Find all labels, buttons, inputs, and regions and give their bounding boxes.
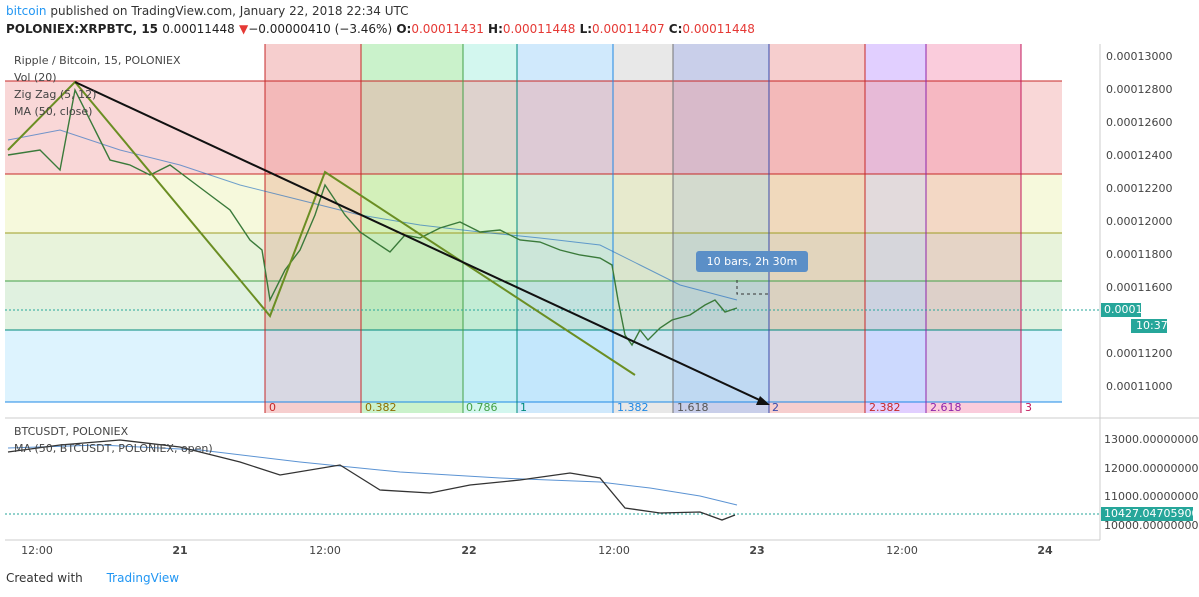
h: 0.00011448 [502, 22, 576, 36]
legend: Ripple / Bitcoin, 15, POLONIEX Vol (20) Z… [14, 54, 181, 118]
time-tick: 12:00 [21, 544, 53, 557]
author[interactable]: bitcoin [6, 4, 47, 18]
o: 0.00011431 [411, 22, 484, 36]
time-tick: 12:00 [598, 544, 630, 557]
ma-line [7, 129, 738, 301]
price-tick: 0.00012400 [1106, 149, 1172, 162]
chart: 10 bars, 2h 30m Ripple / Bitcoin, 15, PO… [5, 44, 1199, 557]
zigzag [7, 80, 636, 376]
arrow: ▼ [238, 22, 249, 36]
lower-price-tick: 10000.00000000 [1104, 519, 1198, 532]
lower-price-tick: 11000.00000000 [1104, 490, 1198, 503]
price-tick: 0.00011000 [1106, 380, 1172, 393]
fib-lines [264, 44, 1022, 413]
published: published on TradingView.com, January 22… [50, 4, 409, 18]
l-label: L: [579, 22, 593, 36]
price-tick: 0.00011200 [1106, 347, 1172, 360]
price-tick: 0.00013000 [1106, 50, 1172, 63]
measure-arrow [736, 280, 768, 295]
price-tick: 0.00012600 [1106, 116, 1172, 129]
fib-label: 0.786 [466, 401, 498, 414]
fib-label: 1.618 [677, 401, 709, 414]
fib-label: 1 [520, 401, 527, 414]
change: −0.00000410 (−3.46%) [248, 22, 393, 36]
created: Created with [6, 571, 83, 585]
lower-ma-line [7, 444, 738, 506]
measure: 10 bars, 2h 30m [707, 255, 798, 268]
time-tick: 23 [749, 544, 764, 557]
last: 0.00011448 [162, 22, 235, 36]
o-label: O: [396, 22, 412, 36]
indicator: Vol (20) [14, 71, 57, 84]
countdown: 10:37 [1136, 319, 1168, 332]
c: 0.00011448 [682, 22, 755, 36]
fib-label: 1.382 [617, 401, 649, 414]
fib-label: 3 [1025, 401, 1032, 414]
h-label: H: [488, 22, 503, 36]
quote-line: POLONIEX:XRPBTC, 15 0.00011448 ▼−0.00000… [6, 22, 755, 36]
symbol: POLONIEX:XRPBTC, 15 [6, 22, 159, 36]
time-tick: 12:00 [309, 544, 341, 557]
lower-price-tick: 13000.00000000 [1104, 433, 1198, 446]
fib-label: 2 [772, 401, 779, 414]
fib-label: 2.618 [930, 401, 962, 414]
current-price-tag [1101, 303, 1141, 317]
indicator: Zig Zag (5, 12) [14, 88, 96, 101]
lower-current-price: 10427.04705900 [1104, 507, 1198, 520]
price-tick: 0.00012000 [1106, 215, 1172, 228]
measure-box [696, 251, 808, 272]
lower-price-line [7, 439, 736, 521]
arrow-head [756, 396, 770, 405]
publish-line: bitcoin published on TradingView.com, Ja… [6, 4, 409, 18]
countdown-tag [1131, 319, 1167, 333]
fib-columns [265, 44, 1021, 413]
lower-title: BTCUSDT, POLONIEX [14, 425, 129, 438]
time-tick: 12:00 [886, 544, 918, 557]
c-label: C: [668, 22, 683, 36]
price-tick: 0.00011600 [1106, 281, 1172, 294]
indicator: MA (50, close) [14, 105, 92, 118]
fib-label: 0.382 [365, 401, 397, 414]
price-tick: 0.00011800 [1106, 248, 1172, 261]
brand[interactable]: TradingView [106, 571, 180, 585]
lower-price-tick: 12000.00000000 [1104, 462, 1198, 475]
price-tick: 0.00012800 [1106, 83, 1172, 96]
price-tick: 0.00012200 [1106, 182, 1172, 195]
fib-label: 2.382 [869, 401, 901, 414]
lower-price-tag [1101, 507, 1193, 521]
lower-indicator: MA (50, BTCUSDT, POLONIEX, open) [14, 442, 213, 455]
time-tick: 22 [461, 544, 476, 557]
time-tick: 21 [172, 544, 187, 557]
fib-label: 0 [269, 401, 276, 414]
footer: Created with TradingView [6, 571, 179, 585]
l: 0.00011407 [592, 22, 665, 36]
pane-title: Ripple / Bitcoin, 15, POLONIEX [14, 54, 181, 67]
time-tick: 24 [1037, 544, 1053, 557]
current-price: 0.00011448 [1104, 303, 1170, 316]
trend-arrow [74, 81, 767, 404]
